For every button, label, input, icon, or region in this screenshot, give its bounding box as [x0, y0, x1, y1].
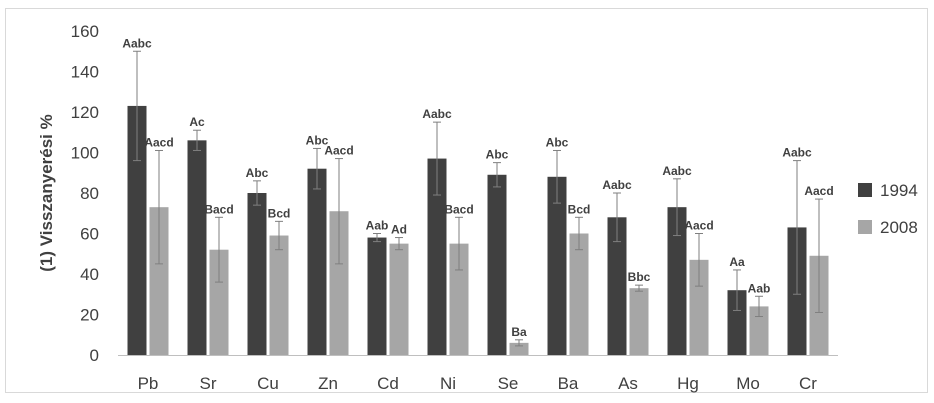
- significance-label: Abc: [306, 133, 329, 147]
- significance-label: Ba: [511, 325, 527, 339]
- bar-1994-Hg: [667, 207, 687, 355]
- y-tick-label: 20: [80, 306, 99, 325]
- x-tick-label: Cd: [377, 374, 399, 393]
- bar-1994-Cd: [367, 237, 387, 355]
- bar-1994-Se: [487, 174, 507, 355]
- significance-label: Aabc: [662, 164, 692, 178]
- significance-label: Abc: [546, 135, 569, 149]
- bar-2008-Mo: [749, 306, 769, 355]
- significance-label: Aacd: [324, 144, 353, 158]
- significance-label: Aacd: [144, 135, 173, 149]
- legend-swatch-1994: [858, 183, 872, 197]
- bar-1994-Mo: [727, 290, 747, 355]
- significance-label: Abc: [246, 166, 269, 180]
- significance-label: Aa: [729, 255, 745, 269]
- x-tick-label: Hg: [677, 374, 699, 393]
- y-tick-label: 160: [71, 22, 99, 41]
- significance-label: Bbc: [628, 270, 651, 284]
- x-tick-label: Cr: [799, 374, 817, 393]
- significance-label: Ac: [189, 115, 205, 129]
- y-tick-label: 80: [80, 184, 99, 203]
- bar-2008-Hg: [689, 259, 709, 355]
- y-tick-label: 100: [71, 144, 99, 163]
- bar-1994-Cu: [247, 193, 267, 355]
- bar-2008-Ba: [569, 233, 589, 355]
- bar-1994-Ni: [427, 158, 447, 355]
- y-tick-label: 60: [80, 225, 99, 244]
- x-tick-label: Ba: [558, 374, 579, 393]
- significance-label: Aacd: [804, 184, 833, 198]
- significance-label: Aabc: [602, 178, 632, 192]
- bar-2008-As: [629, 288, 649, 355]
- significance-label: Bcd: [268, 206, 291, 220]
- bar-2008-Ni: [449, 243, 469, 355]
- bar-2008-Pb: [149, 207, 169, 355]
- bar-2008-Zn: [329, 211, 349, 355]
- significance-label: Aab: [748, 281, 771, 295]
- bar-1994-Pb: [127, 105, 147, 355]
- y-tick-label: 40: [80, 265, 99, 284]
- x-tick-label: Zn: [318, 374, 338, 393]
- bar-1994-Ba: [547, 176, 567, 355]
- significance-label: Bacd: [444, 202, 473, 216]
- legend-label-2008: 2008: [880, 218, 918, 237]
- y-tick-label: 0: [90, 346, 99, 365]
- x-tick-label: Ni: [440, 374, 456, 393]
- significance-label: Bacd: [204, 202, 233, 216]
- x-tick-label: Cu: [257, 374, 279, 393]
- x-tick-label: Pb: [138, 374, 159, 393]
- significance-label: Bcd: [568, 202, 591, 216]
- bar-1994-As: [607, 217, 627, 355]
- legend-label-1994: 1994: [880, 181, 918, 200]
- significance-label: Abc: [486, 148, 509, 162]
- y-axis-label: (1) Visszanyerési %: [37, 114, 56, 272]
- x-tick-label: As: [618, 374, 638, 393]
- legend-swatch-2008: [858, 220, 872, 234]
- y-tick-label: 140: [71, 63, 99, 82]
- bar-2008-Se: [509, 342, 529, 355]
- y-tick-label: 120: [71, 103, 99, 122]
- significance-label: Ad: [391, 223, 407, 237]
- x-tick-label: Se: [498, 374, 519, 393]
- chart-frame: [5, 8, 928, 393]
- significance-label: Aabc: [422, 107, 452, 121]
- significance-label: Aabc: [122, 36, 152, 50]
- bar-2008-Cu: [269, 235, 289, 355]
- bar-2008-Cd: [389, 243, 409, 355]
- bar-1994-Zn: [307, 168, 327, 355]
- bar-2008-Sr: [209, 249, 229, 355]
- significance-label: Aab: [366, 219, 389, 233]
- bar-1994-Sr: [187, 140, 207, 355]
- significance-label: Aacd: [684, 219, 713, 233]
- x-tick-label: Sr: [200, 374, 217, 393]
- x-tick-label: Mo: [736, 374, 760, 393]
- significance-label: Aabc: [782, 146, 812, 160]
